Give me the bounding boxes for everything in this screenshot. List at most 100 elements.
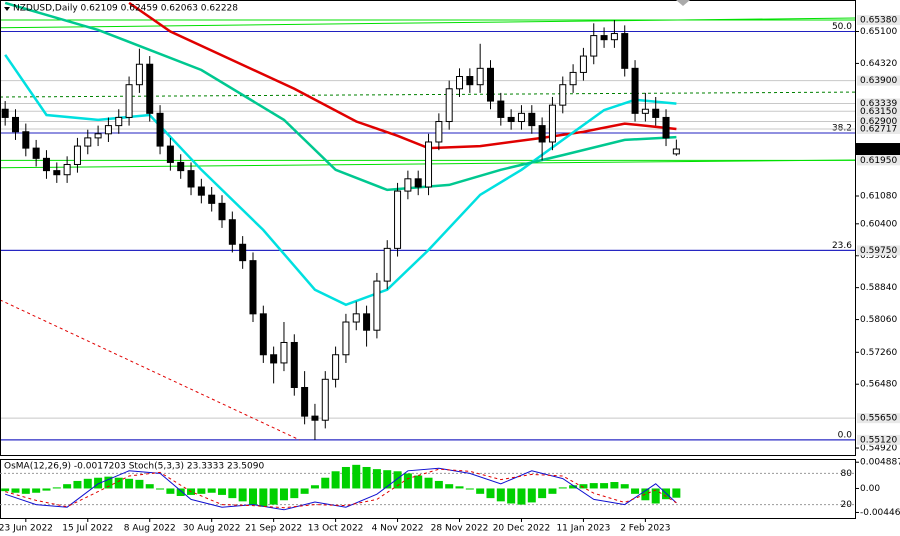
- osma-tick-label: -0.004469: [860, 508, 900, 518]
- candle-body: [548, 104, 556, 143]
- osma-bar: [455, 486, 464, 489]
- osma-bar: [83, 478, 92, 489]
- candle-body: [621, 33, 629, 69]
- level-label: 0.62900: [860, 117, 897, 127]
- x-tick-label: 20 Dec 2022: [493, 524, 551, 534]
- level-label-box: [857, 75, 900, 86]
- candle-body: [394, 190, 402, 249]
- osma-bar: [600, 483, 609, 489]
- candle-body: [249, 260, 257, 315]
- x-tick-label: 11 Jan 2023: [556, 524, 610, 534]
- level-label-box: [857, 15, 900, 26]
- level-label-box: [857, 116, 900, 127]
- candle-body: [404, 178, 412, 192]
- trend-line: [0, 299, 300, 441]
- candle-body: [352, 313, 360, 323]
- x-tick-label: 4 Nov 2022: [372, 524, 424, 534]
- level-label-box: [857, 106, 900, 117]
- candle-body: [94, 133, 102, 139]
- osma-bar: [104, 476, 113, 489]
- osma-bar: [310, 485, 319, 489]
- osma-bar: [21, 488, 30, 494]
- osma-bar: [424, 477, 433, 489]
- candle-body: [332, 354, 340, 380]
- x-tick-label: 23 Jun 2022: [0, 524, 53, 534]
- candle-body: [538, 125, 546, 143]
- moving-average: [4, 54, 677, 307]
- osma-bar: [672, 488, 681, 498]
- candle-body: [363, 313, 371, 331]
- osma-bar: [445, 484, 454, 489]
- candle-body: [466, 76, 474, 86]
- osma-bar: [94, 477, 103, 489]
- y-tick-label: 0.54920: [860, 444, 897, 454]
- title-marker: [4, 7, 10, 11]
- osma-bar: [507, 488, 516, 504]
- candle-body: [280, 341, 288, 364]
- osma-bar: [63, 484, 72, 489]
- osma-bar: [156, 488, 165, 490]
- level-label: 0.63339: [860, 99, 897, 109]
- level-label: 0.61950: [860, 156, 897, 166]
- candle-body: [125, 84, 133, 118]
- osma-bar: [403, 473, 412, 489]
- osma-bar: [476, 488, 485, 494]
- osma-bar: [125, 478, 134, 489]
- x-tick-label: 21 Sep 2022: [245, 524, 302, 534]
- osma-bar: [259, 488, 268, 507]
- candle-body: [218, 202, 226, 221]
- y-tick-label: 0.64320: [860, 59, 897, 69]
- level-label-box: [857, 434, 900, 445]
- candle-body: [373, 280, 381, 331]
- osma-bar: [341, 466, 350, 489]
- osma-bar: [331, 471, 340, 489]
- fib-label: 50.0: [832, 22, 852, 32]
- osma-bar: [166, 488, 175, 494]
- osma-bar: [228, 488, 237, 499]
- osma-bar: [207, 488, 216, 493]
- candle-body: [42, 157, 50, 172]
- moving-average: [4, 1, 677, 192]
- y-tick-label: 0.56480: [860, 380, 897, 390]
- stoch-tick-label: 80: [841, 469, 853, 479]
- osma-bar: [238, 488, 247, 502]
- candle-body: [115, 116, 123, 127]
- candle-body: [497, 100, 505, 118]
- chart-title: NZDUSD,Daily 0.62109 0.62459 0.62063 0.6…: [13, 4, 238, 14]
- candle-body: [456, 76, 464, 90]
- osma-bar: [558, 487, 567, 489]
- candle-body: [22, 131, 30, 149]
- x-tick-label: 13 Oct 2022: [308, 524, 364, 534]
- price-frame: [0, 0, 856, 456]
- candle-body: [1, 108, 9, 118]
- candle-body: [672, 148, 680, 155]
- level-label: 0.63900: [860, 76, 897, 86]
- osma-bar: [548, 488, 557, 494]
- candle-body: [290, 341, 298, 388]
- candle-body: [414, 178, 422, 188]
- osma-bar: [135, 479, 144, 489]
- candle-body: [507, 116, 515, 123]
- trend-line: [0, 91, 856, 98]
- level-label-box: [857, 124, 900, 135]
- candle-body: [590, 35, 598, 57]
- stoch-line: [5, 467, 677, 511]
- candle-body: [600, 35, 608, 41]
- osma-bar: [465, 488, 474, 490]
- osma-bar: [641, 488, 650, 501]
- osma-bar: [372, 469, 381, 489]
- candle-body: [135, 63, 143, 86]
- level-label-box: [857, 155, 900, 166]
- candle-body: [270, 354, 278, 364]
- candle-body: [73, 145, 81, 165]
- x-tick-label: 8 Aug 2022: [124, 524, 176, 534]
- fib-label: 38.2: [832, 123, 852, 133]
- candle-body: [662, 116, 670, 139]
- candle-body: [239, 243, 247, 262]
- candle-body: [197, 186, 205, 196]
- trend-line: [0, 17, 856, 29]
- candle-body: [579, 55, 587, 73]
- osma-bar: [589, 483, 598, 489]
- osma-bar: [73, 480, 82, 489]
- candle-body: [342, 321, 350, 356]
